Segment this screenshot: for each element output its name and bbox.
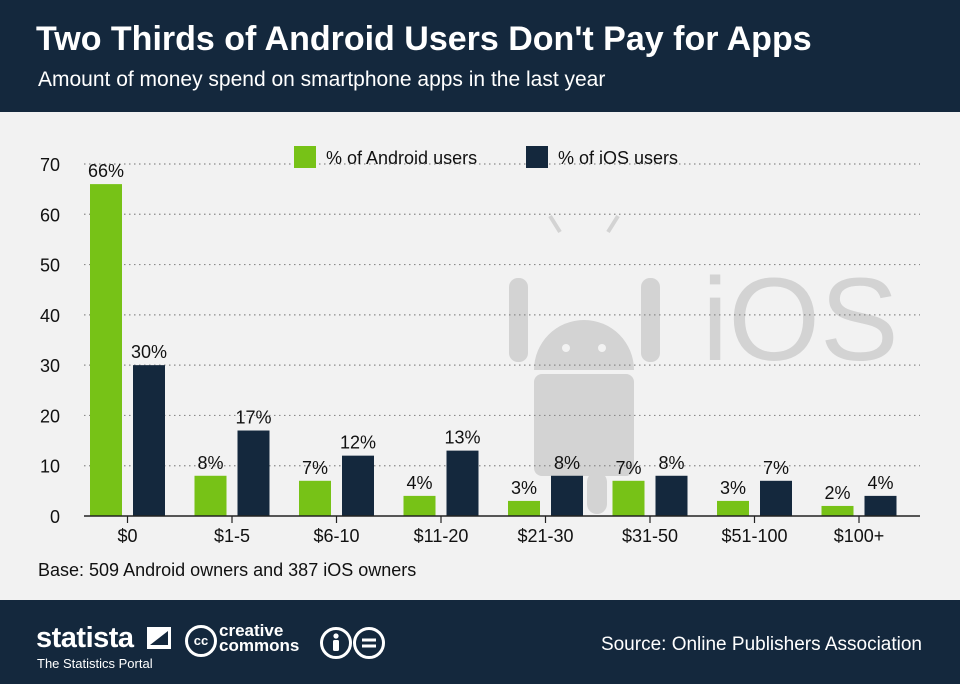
bar-value-label: 7% [302, 458, 328, 478]
y-tick-label: 40 [40, 306, 60, 326]
header: Two Thirds of Android Users Don't Pay fo… [0, 0, 960, 112]
bar-ios[interactable] [133, 365, 165, 516]
bar-android[interactable] [612, 480, 645, 516]
bar-value-label: 8% [554, 453, 580, 473]
bars: 66% 30% 8% 17% 7% 12% 4% 13% 3% 8% 7% 8% 3% 7% 2% 4% [88, 161, 897, 516]
base-note: Base: 509 Android owners and 387 iOS own… [38, 560, 416, 580]
cc-icon: cc [185, 625, 217, 657]
bar-android[interactable] [717, 500, 749, 516]
bar-android[interactable] [403, 495, 436, 516]
y-axis: 0 10 20 30 40 50 60 70 [40, 155, 60, 527]
cc-line2: commons [219, 636, 300, 655]
legend-swatch-android [294, 146, 316, 168]
no-derivatives-icon[interactable] [353, 627, 385, 659]
bar-android[interactable] [508, 500, 540, 516]
legend-label: % of iOS users [558, 148, 678, 168]
x-tick-label: $100+ [834, 526, 885, 546]
bar-value-label: 17% [235, 408, 271, 428]
statista-logo[interactable]: statista [36, 622, 134, 654]
bar-ios[interactable] [237, 430, 270, 516]
x-tick-label: $51-100 [721, 526, 787, 546]
bar-value-label: 8% [658, 453, 684, 473]
y-tick-label: 60 [40, 205, 60, 225]
bar-value-label: 4% [406, 473, 432, 493]
bar-ios[interactable] [446, 450, 479, 516]
chart-subtitle: Amount of money spend on smartphone apps… [38, 68, 606, 91]
ios-watermark-text: iOS [702, 254, 899, 386]
bar-android[interactable] [821, 505, 854, 516]
x-tick-label: $6-10 [313, 526, 359, 546]
bar-chart: iOS 0 10 20 30 40 50 60 70 66% 30% 8% 17% 7% 12% 4% 13… [38, 146, 920, 580]
bar-value-label: 7% [615, 458, 641, 478]
y-tick-label: 70 [40, 155, 60, 175]
android-watermark-icon [509, 214, 660, 514]
bar-value-label: 13% [444, 428, 480, 448]
cc-line1: creative [219, 621, 284, 640]
y-tick-label: 0 [50, 507, 60, 527]
bar-value-label: 4% [867, 473, 893, 493]
x-tick-label: $21-30 [517, 526, 573, 546]
x-tick-label: $1-5 [214, 526, 250, 546]
bar-ios[interactable] [551, 475, 583, 516]
statista-mark-icon [147, 627, 171, 649]
bar-value-label: 66% [88, 161, 124, 181]
attribution-icon[interactable] [320, 627, 352, 659]
bar-ios[interactable] [760, 480, 792, 516]
bar-android[interactable] [90, 184, 122, 516]
y-tick-label: 10 [40, 457, 60, 477]
bar-value-label: 7% [763, 458, 789, 478]
creative-commons-logo[interactable]: cc creative commons [185, 621, 310, 657]
bar-android[interactable] [299, 480, 331, 516]
bar-value-label: 2% [824, 483, 850, 503]
y-tick-label: 20 [40, 406, 60, 426]
bar-android[interactable] [194, 475, 227, 516]
legend-label: % of Android users [326, 148, 477, 168]
statista-tagline: The Statistics Portal [37, 656, 153, 671]
legend: % of Android users % of iOS users [294, 146, 678, 168]
bar-ios[interactable] [655, 475, 688, 516]
x-tick-label: $0 [117, 526, 137, 546]
bar-value-label: 30% [131, 342, 167, 362]
gridlines [84, 163, 920, 467]
chart-area: iOS 0 10 20 30 40 50 60 70 66% 30% 8% 17% 7% 12% 4% 13… [0, 112, 960, 600]
footer: statista The Statistics Portal cc creati… [0, 600, 960, 684]
legend-swatch-ios [526, 146, 548, 168]
bar-value-label: 3% [720, 478, 746, 498]
x-tick-label: $31-50 [622, 526, 678, 546]
y-tick-label: 50 [40, 256, 60, 276]
bar-value-label: 3% [511, 478, 537, 498]
x-tick-label: $11-20 [414, 526, 469, 546]
y-tick-label: 30 [40, 356, 60, 376]
bar-ios[interactable] [342, 455, 374, 516]
bar-value-label: 8% [197, 453, 223, 473]
bar-ios[interactable] [864, 495, 897, 516]
chart-title: Two Thirds of Android Users Don't Pay fo… [36, 20, 812, 58]
bar-value-label: 12% [340, 433, 376, 453]
x-axis: $0 $1-5 $6-10 $11-20 $21-30 $31-50 $51-100 $100… [84, 515, 920, 546]
source-text: Source: Online Publishers Association [600, 634, 922, 655]
